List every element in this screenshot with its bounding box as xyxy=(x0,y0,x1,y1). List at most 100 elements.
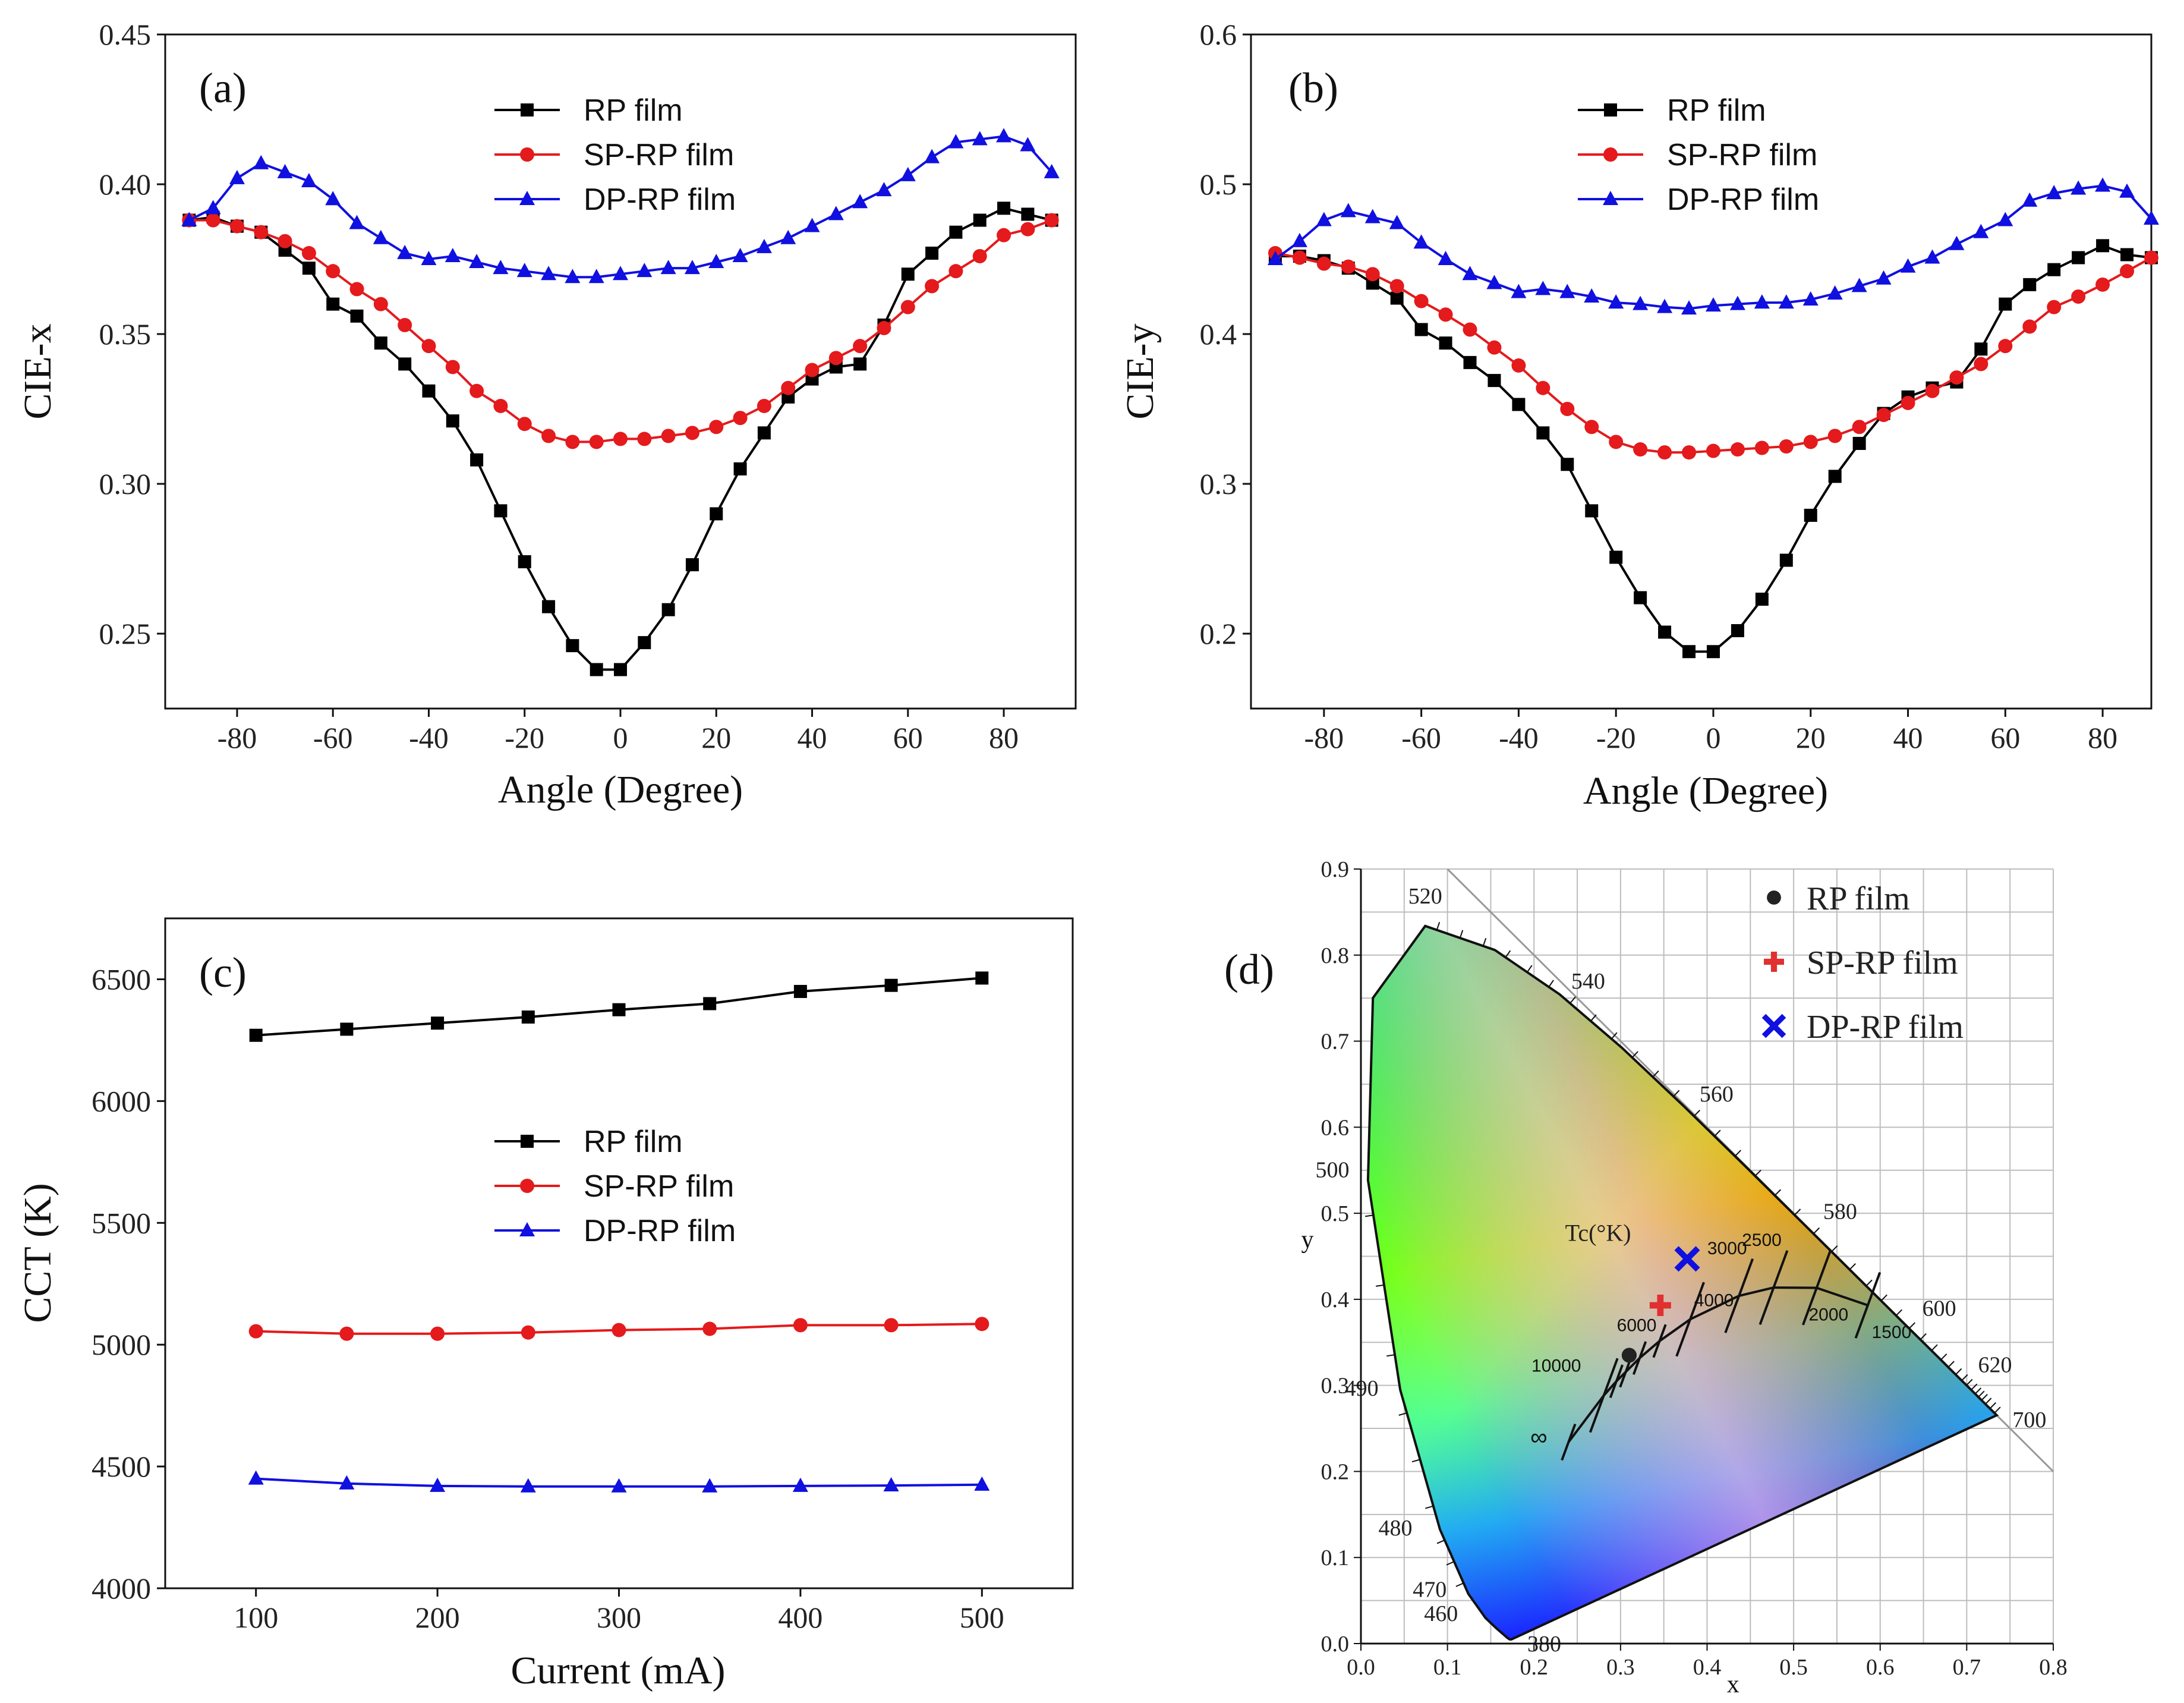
isotherm-line xyxy=(1802,1250,1832,1326)
cct-label: 10000 xyxy=(1531,1356,1581,1375)
legend-marker xyxy=(520,1179,534,1193)
data-point xyxy=(2095,177,2111,192)
data-point xyxy=(661,603,675,616)
legend-label: SP-RP film xyxy=(584,138,734,172)
data-point xyxy=(1487,374,1501,388)
locus-tick xyxy=(1981,1394,1988,1401)
data-point xyxy=(206,213,220,228)
data-point xyxy=(2023,278,2037,291)
data-point xyxy=(469,383,484,398)
data-point xyxy=(804,218,820,232)
gamut-fill-white xyxy=(1367,926,1997,1640)
data-point xyxy=(612,1003,626,1016)
data-point xyxy=(1511,358,1526,373)
isotherm-line xyxy=(1758,1250,1789,1326)
data-point xyxy=(1974,357,1988,372)
data-point xyxy=(1682,645,1696,659)
data-point xyxy=(709,420,724,435)
locus-tick xyxy=(1895,1309,1903,1316)
data-point xyxy=(229,169,245,184)
data-point xyxy=(925,246,939,260)
locus-tick xyxy=(1947,1361,1955,1368)
data-point xyxy=(589,435,604,449)
data-point xyxy=(493,398,508,413)
data-point xyxy=(828,351,843,366)
locus-tick xyxy=(1849,1263,1856,1270)
data-point xyxy=(398,317,412,332)
data-point xyxy=(924,149,940,163)
locus-tick xyxy=(1631,1051,1638,1058)
locus-tick xyxy=(1364,1214,1374,1217)
data-point xyxy=(254,225,269,240)
y-tick-label: 0.35 xyxy=(99,317,152,351)
data-point xyxy=(278,234,292,248)
data-point xyxy=(350,309,364,323)
data-point xyxy=(2022,192,2038,207)
locus-tick xyxy=(1446,1561,1455,1566)
legend-label: DP-RP film xyxy=(1667,182,1819,217)
x-tick-label: 0 xyxy=(1706,721,1720,754)
data-point xyxy=(470,453,484,467)
data-point xyxy=(445,360,460,374)
cct-title: Tc(°K) xyxy=(1565,1219,1631,1246)
legend-label: SP-RP film xyxy=(1807,945,1958,981)
data-point xyxy=(1512,398,1526,411)
locus-tick xyxy=(1908,1322,1916,1329)
data-point xyxy=(1925,383,1940,398)
data-point xyxy=(1657,445,1672,460)
data-point xyxy=(205,200,221,215)
legend-label: DP-RP film xyxy=(584,182,736,217)
cct-label: 6000 xyxy=(1617,1316,1657,1336)
data-point xyxy=(253,155,269,169)
legend-marker xyxy=(519,191,535,205)
data-point xyxy=(1389,215,1405,229)
y-axis-label: CIE-x xyxy=(16,323,59,419)
x-tick-label: 0.8 xyxy=(2039,1655,2068,1680)
data-point xyxy=(1852,436,1866,450)
data-point xyxy=(1997,212,2013,226)
x-tick-label: 0.6 xyxy=(1866,1655,1895,1680)
data-point xyxy=(2046,185,2062,200)
isotherm-line xyxy=(1561,1423,1577,1461)
legend-marker xyxy=(521,103,534,117)
locus-tick xyxy=(1386,1354,1395,1357)
locus-tick xyxy=(1482,937,1487,946)
y-tick-label: 5000 xyxy=(92,1328,151,1361)
data-point xyxy=(248,1470,264,1485)
data-point xyxy=(542,600,556,613)
x-tick-label: 500 xyxy=(960,1601,1004,1634)
data-point xyxy=(1633,442,1648,457)
locus-tick xyxy=(1436,922,1441,930)
data-point xyxy=(1365,267,1380,282)
locus-tick xyxy=(1974,1387,1982,1394)
legend-label: RP film xyxy=(1667,93,1766,128)
data-point xyxy=(925,279,940,294)
legend-label: RP film xyxy=(1807,880,1910,917)
y-tick-label: 0.6 xyxy=(1321,1115,1350,1140)
x-axis-label: x xyxy=(1727,1671,1739,1698)
isotherm-line xyxy=(1632,1341,1647,1375)
data-point xyxy=(614,663,627,676)
y-tick-label: 5500 xyxy=(92,1206,151,1239)
point-marker xyxy=(1767,890,1781,905)
legend-marker xyxy=(521,1135,534,1148)
legend-marker xyxy=(519,1222,535,1236)
y-tick-label: 6000 xyxy=(92,1084,151,1118)
series-line-1 xyxy=(189,219,1052,443)
data-point xyxy=(661,429,676,443)
planckian-locus xyxy=(1567,1286,1868,1443)
data-point xyxy=(685,426,699,440)
data-point xyxy=(1973,224,1989,238)
x-tick-label: 80 xyxy=(2088,721,2117,754)
y-tick-label: 0.7 xyxy=(1321,1030,1350,1054)
x-tick-label: 0.4 xyxy=(1693,1655,1722,1680)
x-axis-label: Angle (Degree) xyxy=(498,768,743,811)
data-point xyxy=(339,1326,354,1341)
data-point xyxy=(975,971,989,985)
data-point xyxy=(1706,443,1720,458)
point-marker xyxy=(1674,1246,1700,1272)
data-point xyxy=(445,247,461,262)
data-point xyxy=(521,1325,535,1340)
data-point xyxy=(1802,291,1819,306)
data-point xyxy=(565,269,581,284)
